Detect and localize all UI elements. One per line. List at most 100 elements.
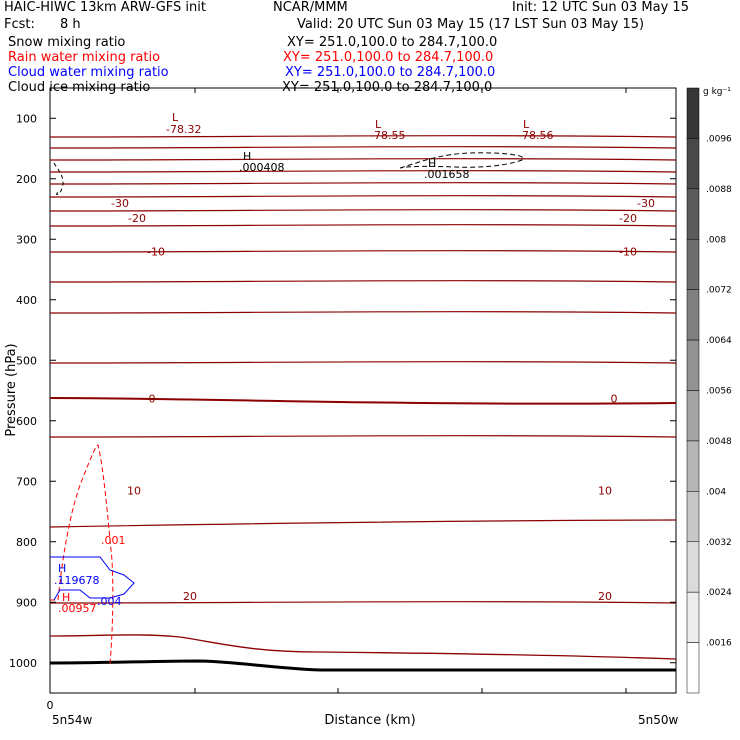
temperature-label: 10 bbox=[598, 484, 612, 497]
temperature-contour bbox=[49, 280, 677, 283]
colorbar-swatch bbox=[686, 138, 700, 190]
temperature-contour bbox=[49, 209, 677, 212]
high-value: .119678 bbox=[54, 574, 100, 587]
x-axis-ticks bbox=[49, 88, 627, 693]
y-tick-label: 500 bbox=[16, 354, 37, 367]
temperature-contour bbox=[49, 182, 677, 185]
x-tick-label: 0 bbox=[47, 699, 54, 712]
temperature-label: -10 bbox=[147, 245, 165, 258]
temperature-label: 0 bbox=[149, 392, 156, 405]
temperature-contour bbox=[49, 158, 677, 161]
temperature-label: 10 bbox=[127, 484, 141, 497]
temperature-label: 0 bbox=[611, 392, 618, 405]
temperature-label: -20 bbox=[128, 212, 146, 225]
temperature-label: -20 bbox=[619, 212, 637, 225]
y-tick-label: 900 bbox=[16, 596, 37, 609]
colorbar-label: .0064 bbox=[706, 336, 732, 346]
high-marker: H bbox=[243, 150, 251, 163]
field-xy-cloud-water: XY= 251.0,100.0 to 284.7,100.0 bbox=[285, 65, 496, 80]
temperature-label: -30 bbox=[637, 197, 655, 210]
snow-contour-left bbox=[53, 162, 64, 196]
surface-line bbox=[49, 659, 676, 672]
colorbar-swatch bbox=[686, 491, 700, 543]
high-marker: H bbox=[62, 591, 70, 604]
field-name-snow: Snow mixing ratio bbox=[8, 35, 126, 50]
valid-time: Valid: 20 UTC Sun 03 May 15 (17 LST Sun … bbox=[297, 17, 645, 32]
colorbar: .0096 .0088 .008 .0072 .0064 .0056 .0048 .004 .0… bbox=[686, 87, 732, 694]
high-marker: H bbox=[58, 562, 66, 575]
low-value: -78.56 bbox=[518, 129, 553, 142]
freezing-level-contour bbox=[49, 397, 677, 405]
colorbar-swatch bbox=[686, 642, 700, 694]
high-value: .001658 bbox=[424, 168, 470, 181]
colorbar-swatch bbox=[686, 440, 700, 492]
model-title: HAIC-HIWC 13km ARW-GFS init bbox=[4, 0, 206, 15]
colorbar-swatch bbox=[686, 87, 700, 139]
colorbar-label: .0096 bbox=[706, 134, 732, 144]
colorbar-label: .004 bbox=[706, 487, 726, 497]
colorbar-swatch bbox=[686, 390, 700, 442]
field-name-cloud-water: Cloud water mixing ratio bbox=[8, 65, 169, 80]
low-value: -78.55 bbox=[370, 129, 405, 142]
high-value: .000408 bbox=[239, 161, 285, 174]
high-marker: H bbox=[428, 157, 436, 170]
y-tick-label: 200 bbox=[16, 173, 37, 186]
init-time: Init: 12 UTC Sun 03 May 15 bbox=[512, 0, 689, 15]
temperature-contour bbox=[49, 146, 677, 149]
rain-water-contour bbox=[50, 444, 114, 665]
field-xy-snow: XY= 251.0,100.0 to 284.7,100.0 bbox=[287, 35, 498, 50]
colorbar-swatch bbox=[686, 289, 700, 341]
field-name-rain: Rain water mixing ratio bbox=[8, 50, 161, 65]
colorbar-swatch bbox=[686, 591, 700, 643]
contour-value: .004 bbox=[97, 595, 122, 608]
field-xy-rain: XY= 251.0,100.0 to 284.7,100.0 bbox=[283, 50, 494, 65]
colorbar-label: .0048 bbox=[706, 437, 732, 447]
low-marker: L bbox=[523, 118, 530, 131]
plot-frame bbox=[49, 87, 677, 694]
temperature-contour bbox=[49, 135, 677, 138]
high-value: .00957 bbox=[58, 602, 97, 615]
x-left-location: 5n54w bbox=[52, 713, 93, 727]
temperature-label: -30 bbox=[111, 197, 129, 210]
x-right-location: 5n50w bbox=[638, 713, 679, 727]
y-tick-label: 300 bbox=[16, 233, 37, 246]
temperature-label: -10 bbox=[619, 245, 637, 258]
temperature-contour-near-surface bbox=[49, 634, 677, 660]
temperature-contour bbox=[49, 361, 677, 364]
low-marker: L bbox=[375, 118, 382, 131]
low-marker: L bbox=[172, 111, 179, 124]
x-axis-label: Distance (km) bbox=[324, 713, 415, 728]
annotations: L -78.32 L -78.55 L -78.56 H .000408 H .… bbox=[54, 111, 553, 615]
colorbar-label: .0056 bbox=[706, 387, 732, 397]
colorbar-swatch bbox=[686, 541, 700, 593]
colorbar-label: .008 bbox=[706, 235, 726, 245]
cloud-water-contour bbox=[50, 556, 135, 601]
colorbar-label: .0072 bbox=[706, 286, 732, 296]
temperature-label: 20 bbox=[183, 590, 197, 603]
y-tick-label: 800 bbox=[16, 536, 37, 549]
fcst-value: 8 h bbox=[60, 17, 81, 32]
temperature-contour bbox=[49, 519, 677, 528]
colorbar-unit: g kg⁻¹ bbox=[703, 87, 731, 97]
colorbar-swatch bbox=[686, 188, 700, 240]
y-tick-label: 100 bbox=[16, 112, 37, 125]
y-axis-label: Pressure (hPa) bbox=[4, 343, 19, 436]
colorbar-label: .0016 bbox=[706, 639, 732, 649]
y-tick-label: 400 bbox=[16, 294, 37, 307]
center-label: NCAR/MMM bbox=[273, 0, 348, 15]
y-tick-label: 600 bbox=[16, 415, 37, 428]
y-tick-label: 1000 bbox=[9, 657, 37, 670]
colorbar-label: .0032 bbox=[706, 538, 732, 548]
temperature-contour bbox=[49, 250, 677, 253]
snow-contour-right bbox=[399, 152, 524, 169]
colorbar-label: .0024 bbox=[706, 588, 732, 598]
fcst-label: Fcst: bbox=[4, 17, 35, 32]
y-tick-label: 700 bbox=[16, 475, 37, 488]
colorbar-swatch bbox=[686, 239, 700, 290]
low-value: -78.32 bbox=[166, 123, 201, 136]
temperature-label: 20 bbox=[598, 590, 612, 603]
colorbar-label: .0088 bbox=[706, 185, 732, 195]
